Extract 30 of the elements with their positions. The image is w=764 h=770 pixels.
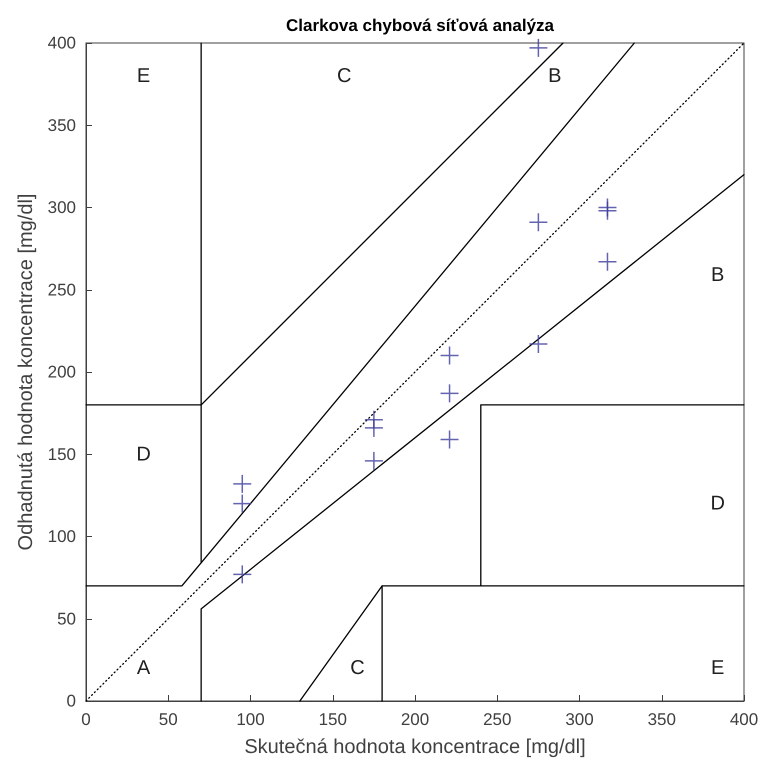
- x-axis-title: Skutečná hodnota koncentrace [mg/dl]: [244, 736, 586, 758]
- annotation: A: [136, 657, 151, 680]
- x-tick-label: 150: [318, 710, 347, 729]
- x-tick-label: 400: [730, 710, 758, 729]
- annotation: B: [711, 264, 724, 286]
- y-tick-label: 200: [48, 362, 76, 382]
- x-tick-label: 300: [565, 710, 594, 729]
- annotation: B: [548, 64, 562, 87]
- x-tick-label: 100: [236, 710, 265, 729]
- x-tick-label: 200: [400, 710, 430, 729]
- y-axis-title: Odhadnutá hodnota koncentrace [mg/dl]: [15, 194, 37, 550]
- annotation: C: [337, 64, 352, 87]
- y-tick-label: 300: [48, 198, 76, 217]
- y-tick-label: 150: [48, 444, 76, 464]
- y-tick-label: 50: [57, 609, 76, 628]
- chart-title: Clarkova chybová síťová analýza: [286, 16, 555, 35]
- x-tick-label: 0: [81, 710, 91, 729]
- y-tick-label: 400: [48, 34, 76, 52]
- x-tick-label: 250: [483, 710, 512, 729]
- x-tick-label: 350: [648, 710, 676, 729]
- annotation: E: [136, 64, 150, 87]
- annotation: E: [711, 657, 724, 680]
- annotation: D: [710, 492, 725, 515]
- y-tick-label: 350: [48, 116, 76, 135]
- annotation: C: [350, 657, 365, 680]
- y-tick-label: 250: [48, 280, 76, 300]
- x-tick-label: 50: [158, 710, 178, 729]
- y-tick-label: 100: [48, 527, 76, 546]
- y-tick-label: 0: [66, 692, 76, 710]
- annotation: D: [136, 443, 151, 466]
